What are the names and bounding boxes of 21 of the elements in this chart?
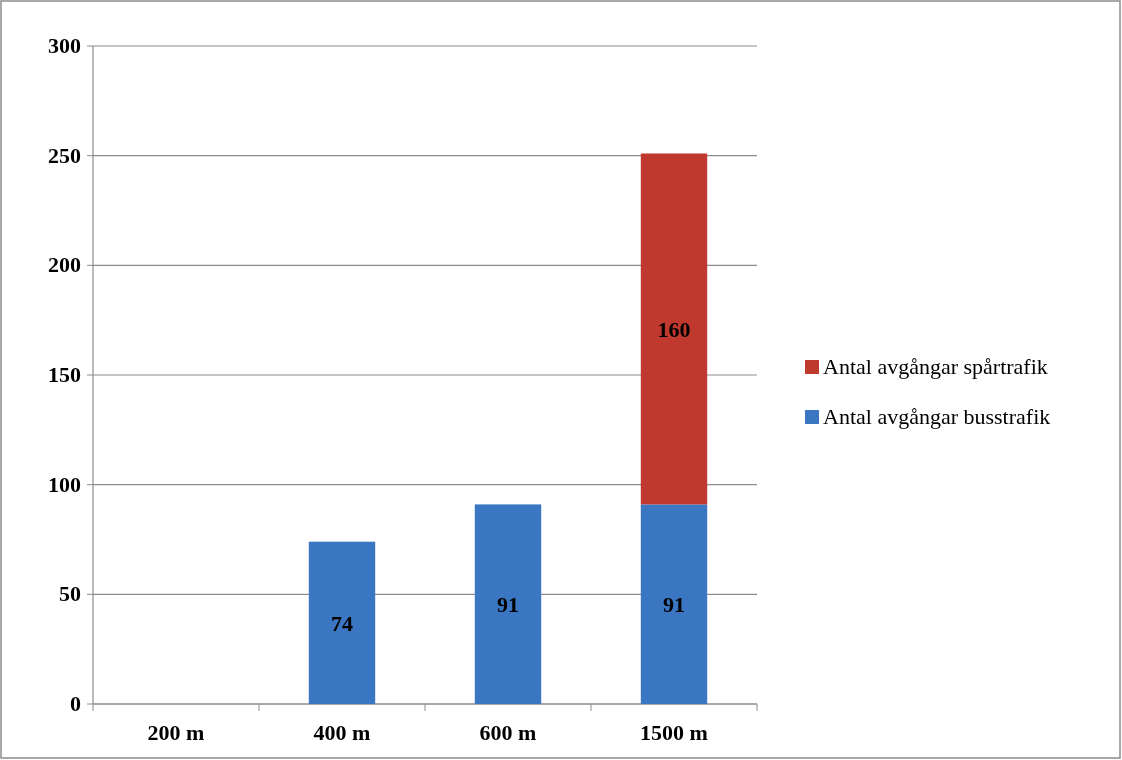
legend-label: Antal avgångar spårtrafik [823, 354, 1048, 379]
y-tick-label: 100 [48, 471, 81, 497]
legend-label: Antal avgångar busstrafik [823, 404, 1051, 429]
data-label: 91 [663, 592, 685, 618]
bar [640, 153, 708, 505]
y-tick-label: 50 [59, 581, 81, 607]
data-label: 91 [497, 592, 519, 618]
y-tick-label: 200 [48, 252, 81, 278]
data-label: 74 [331, 610, 353, 636]
data-label: 160 [657, 316, 691, 342]
y-tick-label: 300 [48, 33, 81, 58]
y-tick-label: 150 [48, 362, 81, 387]
y-tick-label: 250 [48, 142, 81, 168]
y-tick-label: 0 [70, 691, 81, 716]
bar [308, 541, 376, 704]
x-tick-label: 1500 m [640, 720, 708, 745]
x-tick-label: 200 m [147, 720, 205, 745]
bar [474, 504, 542, 704]
x-tick-label: 600 m [479, 720, 537, 745]
bar [640, 504, 708, 704]
x-tick-label: 400 m [313, 720, 371, 745]
